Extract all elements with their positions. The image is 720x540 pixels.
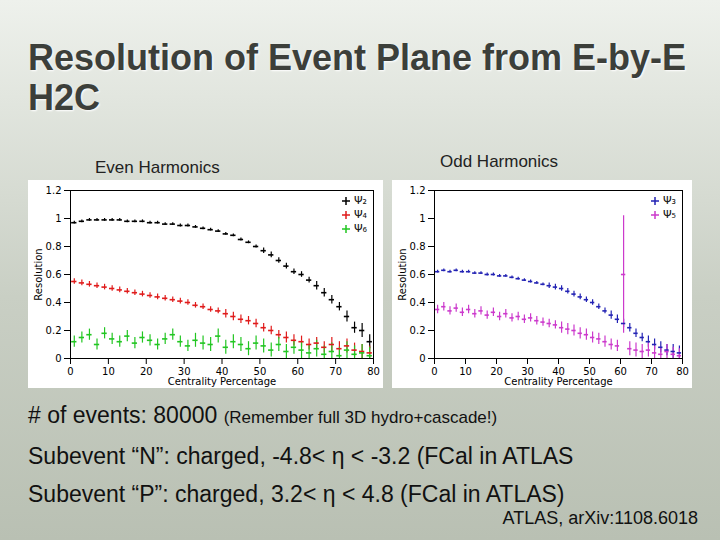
svg-text:0.2: 0.2 <box>410 325 426 336</box>
html-text:Even Harmonics: Even Harmonics <box>95 158 220 177</box>
svg-text:40: 40 <box>552 365 565 377</box>
html-text:# of events: 80000 (Remember f: # of events: 80000 (Remember full 3D hyd… <box>28 402 498 428</box>
html-text:Subevent “N”: charged, -4.8< η: Subevent “N”: charged, -4.8< η < -3.2 (F… <box>28 443 574 469</box>
html-text:Subevent “P”: charged, 3.2< η: Subevent “P”: charged, 3.2< η < 4.8 (FCa… <box>28 481 565 507</box>
svg-text:50: 50 <box>253 365 267 377</box>
svg-text:10: 10 <box>459 366 472 377</box>
svg-text:1: 1 <box>55 213 61 224</box>
svg-text:0.8: 0.8 <box>46 241 62 252</box>
html-text:ATLAS, arXiv:1108.6018: ATLAS, arXiv:1108.6018 <box>502 508 698 528</box>
svg-text:60: 60 <box>614 366 627 377</box>
svg-text:0.6: 0.6 <box>410 269 426 280</box>
svg-text:0.4: 0.4 <box>410 297 426 308</box>
svg-text:50: 50 <box>583 365 596 377</box>
svg-text:30: 30 <box>521 365 534 377</box>
svg-text:0: 0 <box>55 353 61 364</box>
svg-text:Centrality Percentage: Centrality Percentage <box>504 376 612 387</box>
svg-text:0.4: 0.4 <box>46 297 62 308</box>
svg-text:Centrality Percentage: Centrality Percentage <box>168 376 276 387</box>
svg-text:0: 0 <box>67 366 73 377</box>
svg-text:10: 10 <box>102 366 115 377</box>
svg-text:40: 40 <box>215 365 229 377</box>
html-text:Odd Harmonics: Odd Harmonics <box>440 152 559 171</box>
svg-text:1: 1 <box>419 213 425 224</box>
html-text:Ψ₆: Ψ₆ <box>353 222 367 235</box>
svg-text:1.2: 1.2 <box>410 185 426 196</box>
svg-text:80: 80 <box>676 366 689 377</box>
svg-text:0.6: 0.6 <box>46 269 62 280</box>
svg-text:0.2: 0.2 <box>46 325 62 336</box>
svg-text:1.2: 1.2 <box>46 185 62 196</box>
svg-text:60: 60 <box>291 366 304 377</box>
html-text:Ψ₂: Ψ₂ <box>353 194 367 207</box>
svg-text:Resolution: Resolution <box>33 248 44 300</box>
html-text:Ψ₅: Ψ₅ <box>662 208 676 221</box>
svg-text:0: 0 <box>431 366 437 377</box>
html-text:Ψ₄: Ψ₄ <box>353 208 367 221</box>
html-text:Ψ₃: Ψ₃ <box>662 194 676 207</box>
svg-text:0.8: 0.8 <box>410 241 426 252</box>
svg-text:70: 70 <box>329 366 342 377</box>
svg-text:Resolution: Resolution <box>397 248 408 300</box>
svg-text:80: 80 <box>367 366 380 377</box>
html-text:Resolution of Event Plane from: Resolution of Event Plane from E-by-E H2… <box>28 37 687 118</box>
svg-text:30: 30 <box>177 365 191 377</box>
svg-text:20: 20 <box>140 366 153 377</box>
svg-text:0: 0 <box>419 353 425 364</box>
svg-text:70: 70 <box>645 366 658 377</box>
svg-text:20: 20 <box>490 366 503 377</box>
